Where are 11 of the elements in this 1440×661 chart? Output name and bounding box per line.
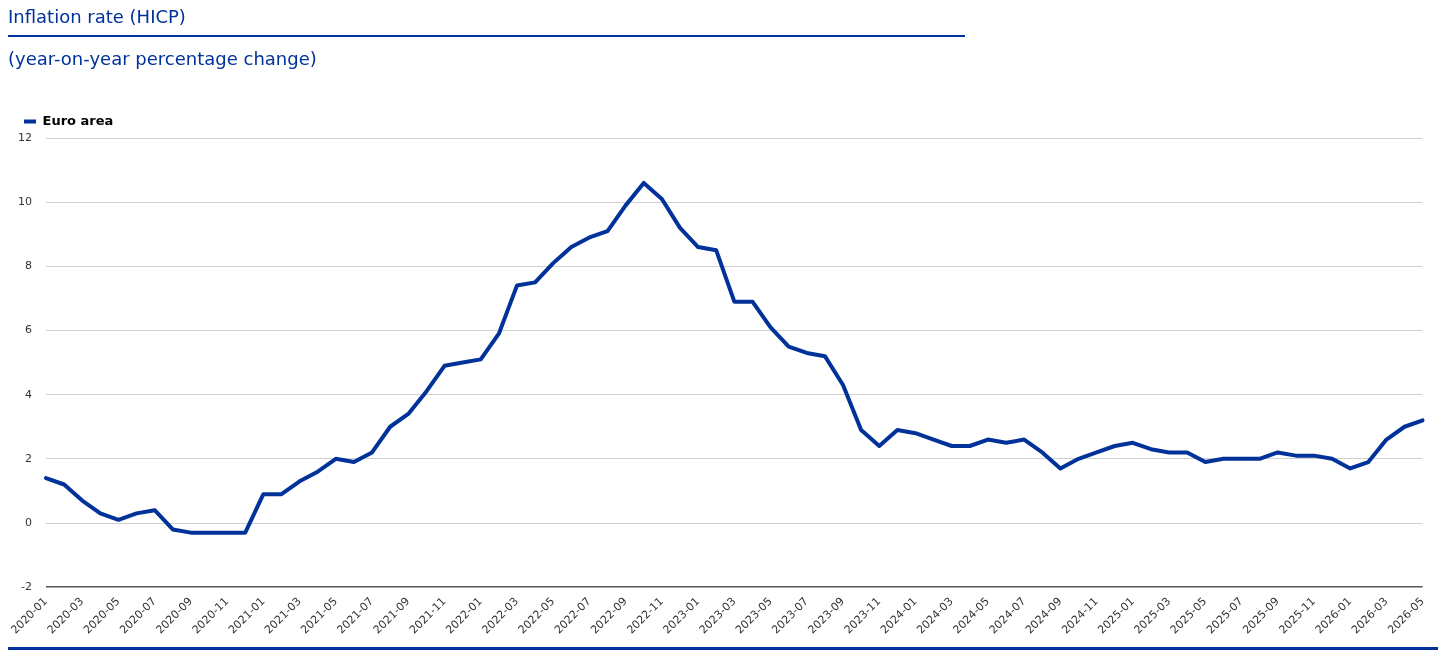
chart-title: Inflation rate (HICP)	[8, 6, 965, 37]
y-tick-label: 2	[25, 451, 32, 465]
y-tick-label: 4	[25, 387, 32, 401]
y-tick-label: 6	[25, 323, 32, 337]
legend-label: Euro area	[42, 112, 114, 128]
y-tick-label: -2	[21, 580, 32, 594]
y-tick-label: 10	[18, 195, 32, 209]
y-tick-label: 12	[18, 130, 32, 144]
chart-subtitle: (year-on-year percentage change)	[8, 48, 317, 69]
y-tick-label: 0	[25, 515, 32, 529]
y-tick-label: 8	[25, 259, 32, 273]
